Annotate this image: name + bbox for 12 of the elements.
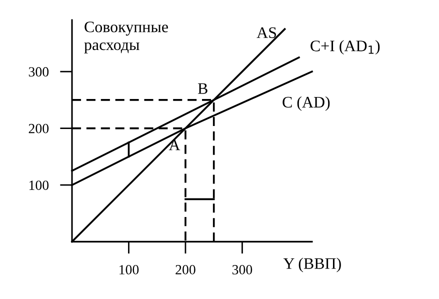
series-label: C+I (AD$_{1}$) — [310, 40, 380, 55]
series-label: AS — [256, 27, 276, 38]
y-tick-label: 100 — [29, 180, 49, 190]
y-tick-label: 300 — [28, 67, 49, 77]
x-tick-label: 100 — [120, 265, 139, 274]
series-label: C (AD) — [282, 96, 330, 111]
y-axis-title: Совокупные расходы — [84, 22, 168, 54]
x-axis-title: Y (ВВП) — [283, 258, 341, 272]
x-tick-label: 200 — [176, 265, 196, 274]
y-tick-label: 200 — [28, 124, 49, 134]
x-tick-label: 300 — [232, 265, 252, 274]
annotation: B — [198, 83, 208, 94]
